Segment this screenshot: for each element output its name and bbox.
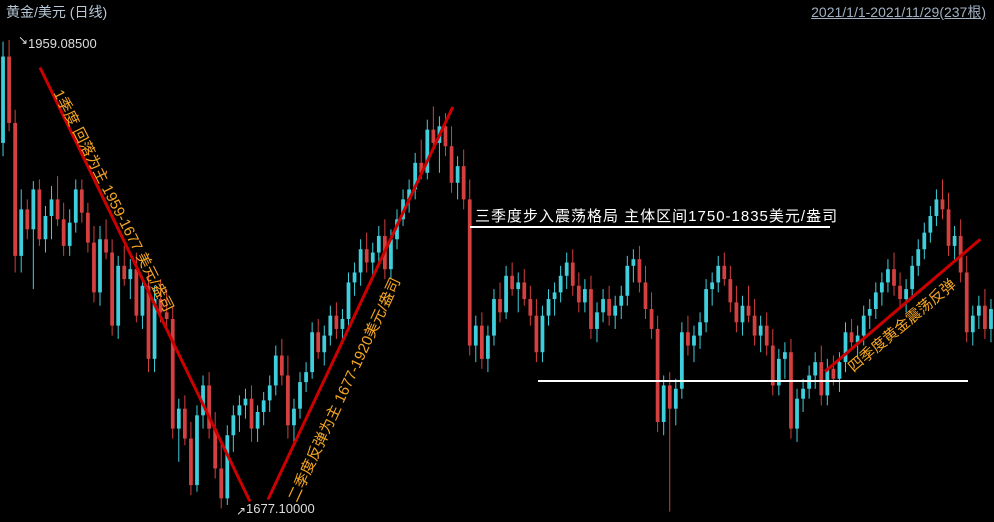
hline-0 <box>470 226 830 228</box>
price-high-label: 1959.08500 <box>28 36 97 51</box>
annotation-2: 三季度步入震荡格局 主体区间1750-1835美元/盎司 <box>475 205 838 226</box>
price-low-label: 1677.10000 <box>246 501 315 516</box>
date-range-label[interactable]: 2021/1/1-2021/11/29(237根) <box>811 2 986 22</box>
hline-1 <box>538 380 968 382</box>
high-tick-icon: ↘ <box>18 33 28 47</box>
chart-title: 黄金/美元 (日线) <box>6 2 107 22</box>
low-tick-icon: ↗ <box>236 504 246 518</box>
candlestick-chart[interactable]: 黄金/美元 (日线) 2021/1/1-2021/11/29(237根) ↘ 1… <box>0 0 994 522</box>
